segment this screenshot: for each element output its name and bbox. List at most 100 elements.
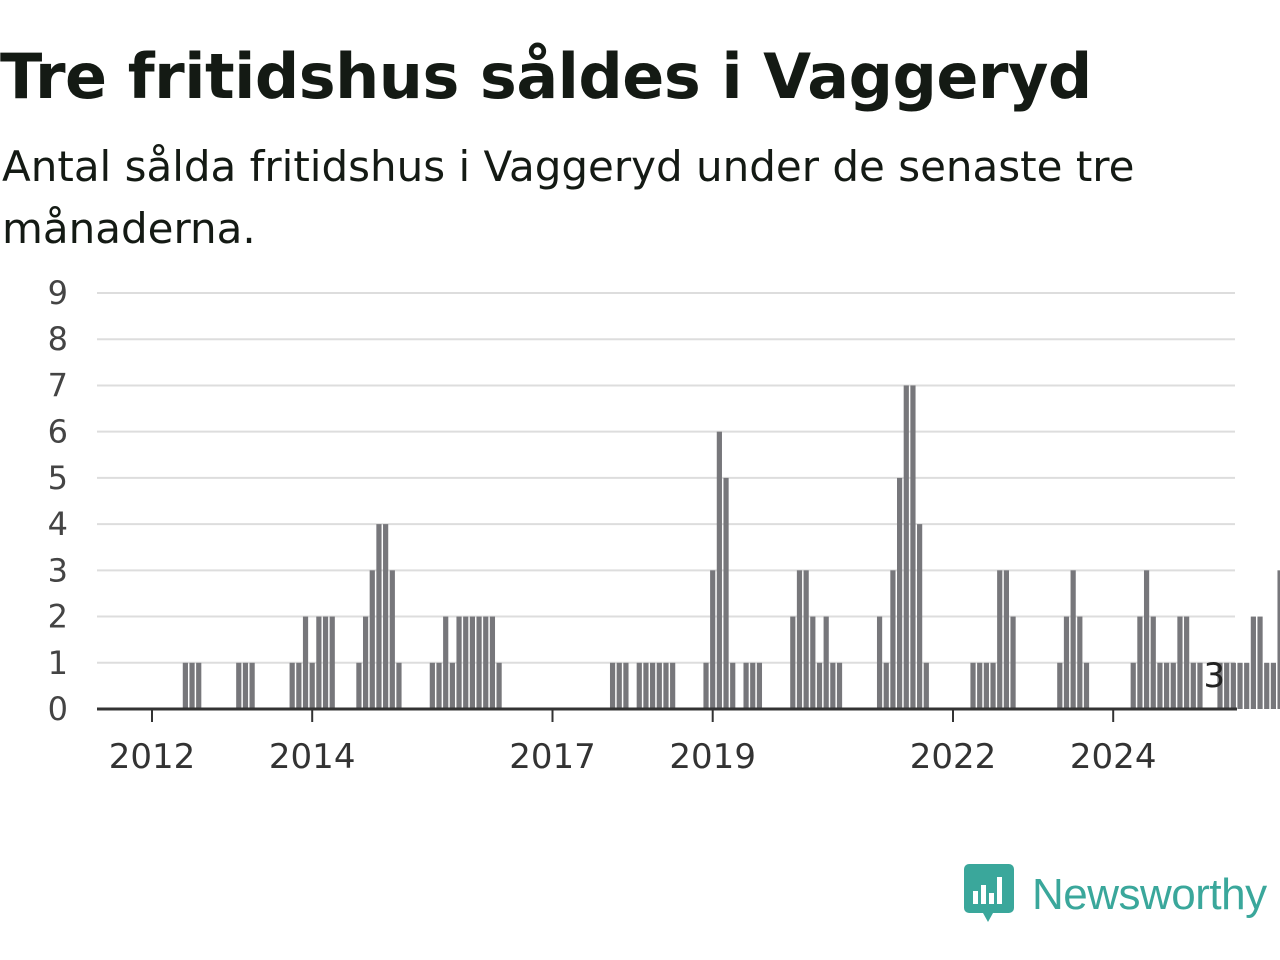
bar <box>750 662 756 709</box>
bar <box>1190 662 1196 709</box>
bar <box>1143 570 1150 709</box>
bar <box>876 616 883 709</box>
data-label: 3 <box>1204 656 1226 696</box>
y-tick-label: 7 <box>48 366 68 404</box>
bar <box>609 662 616 709</box>
bar <box>489 616 496 709</box>
bar <box>369 570 375 709</box>
bar <box>436 662 442 709</box>
y-tick-label: 4 <box>48 505 68 543</box>
bar <box>743 662 749 709</box>
y-tick-label: 6 <box>48 413 68 451</box>
bar <box>890 570 896 709</box>
bar <box>302 616 309 709</box>
bar <box>810 616 816 709</box>
bar <box>376 524 382 709</box>
bar <box>1184 616 1190 709</box>
gridlines <box>97 292 1235 664</box>
bar <box>322 616 329 709</box>
bar <box>910 385 916 709</box>
bar <box>1003 570 1009 709</box>
bar <box>1063 616 1070 709</box>
bar <box>917 524 923 709</box>
bar <box>823 616 829 709</box>
bar <box>356 662 362 709</box>
bar <box>449 662 455 709</box>
bar <box>1164 662 1170 709</box>
y-tick-label: 5 <box>48 459 68 497</box>
bar <box>883 662 889 709</box>
x-tick-label: 2012 <box>109 737 196 777</box>
bar <box>1177 616 1183 709</box>
bar <box>1010 616 1016 709</box>
bar <box>289 662 295 709</box>
x-tick-label: 2024 <box>1070 737 1157 777</box>
y-axis-ticks: 0 1 2 3 4 5 6 7 8 9 <box>48 274 68 728</box>
bar <box>730 662 736 709</box>
bar <box>816 662 823 709</box>
bar <box>1137 616 1143 709</box>
bar <box>1150 616 1156 709</box>
bar <box>1057 662 1063 709</box>
y-tick-label: 1 <box>48 644 68 682</box>
bar <box>1237 662 1243 709</box>
bar <box>389 570 395 709</box>
bar <box>977 662 983 709</box>
bar <box>650 662 656 709</box>
bar <box>1077 616 1083 709</box>
bar <box>496 662 502 709</box>
y-tick-label: 2 <box>48 598 68 636</box>
bar <box>429 662 435 709</box>
bar <box>623 662 629 709</box>
bar <box>983 662 989 709</box>
bar <box>997 570 1003 709</box>
bar <box>476 616 482 709</box>
bar <box>903 385 909 709</box>
bar <box>1070 570 1076 709</box>
x-tick-label: 2022 <box>910 737 997 777</box>
bar <box>1130 662 1136 709</box>
bar <box>1244 662 1250 709</box>
brand-name: Newsworthy <box>1032 870 1267 919</box>
bar <box>296 662 302 709</box>
bars <box>182 385 1280 709</box>
bar <box>1170 662 1176 709</box>
bar <box>463 616 469 709</box>
bar <box>1197 662 1203 709</box>
bar <box>710 570 716 709</box>
bar <box>1264 662 1270 709</box>
x-tick-label: 2019 <box>669 737 756 777</box>
y-tick-label: 8 <box>48 320 68 358</box>
bar <box>897 477 903 709</box>
bar <box>236 662 242 709</box>
bar <box>456 616 462 709</box>
bar <box>1270 662 1276 709</box>
bar <box>249 662 255 709</box>
bar <box>790 616 796 709</box>
bar <box>756 662 763 709</box>
chart-title: Tre fritidshus såldes i Vaggeryd <box>0 40 1092 113</box>
bar <box>443 616 449 709</box>
bar <box>643 662 649 709</box>
x-tick-label: 2014 <box>269 737 356 777</box>
bar <box>182 662 188 709</box>
bar <box>990 662 996 709</box>
bar <box>469 616 475 709</box>
bar <box>836 662 843 709</box>
bar <box>1230 662 1236 709</box>
bar <box>703 662 709 709</box>
bar <box>970 662 976 709</box>
x-tick-label: 2017 <box>509 737 596 777</box>
newsworthy-logo-icon <box>964 864 1014 922</box>
bar <box>803 570 809 709</box>
bar <box>363 616 369 709</box>
y-tick-label: 3 <box>48 551 68 589</box>
bar <box>830 662 836 709</box>
bar <box>196 662 202 709</box>
bar <box>723 477 729 709</box>
bar <box>1224 662 1230 709</box>
bar <box>396 662 402 709</box>
brand-logo: Newsworthy <box>964 864 1267 926</box>
bar <box>716 431 722 709</box>
chart-subtitle: Antal sålda fritidshus i Vaggeryd under … <box>2 142 1135 253</box>
